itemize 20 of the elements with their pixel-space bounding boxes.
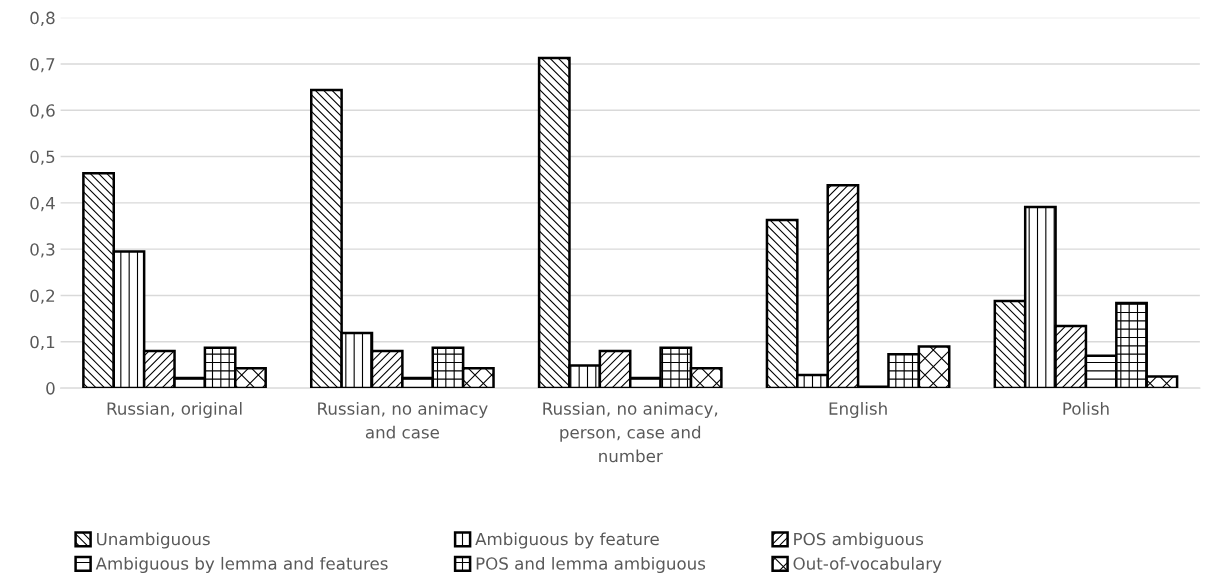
legend-label: POS and lemma ambiguous bbox=[476, 556, 706, 574]
y-tick-label: 0,2 bbox=[30, 289, 55, 304]
x-tick-label: Russian, no animacy, person, case and number bbox=[543, 401, 718, 463]
y-tick-label: 0,5 bbox=[30, 150, 55, 165]
legend-label: Out-of-vocabulary bbox=[793, 556, 942, 574]
y-tick-label: 0,6 bbox=[30, 104, 55, 119]
y-tick-label: 0,7 bbox=[30, 57, 55, 73]
legend-label: Ambiguous by feature bbox=[475, 532, 659, 549]
y-tick-label: 0,1 bbox=[30, 335, 55, 351]
legend-label: POS ambiguous bbox=[794, 532, 924, 549]
y-tick-label: 0,4 bbox=[30, 196, 55, 212]
x-tick-label: Russian, no animacy and case bbox=[318, 401, 488, 439]
legend-label: Ambiguous by lemma and features bbox=[95, 556, 388, 574]
x-tick-label: Russian, original bbox=[107, 401, 242, 419]
y-tick-label: 0,8 bbox=[30, 11, 55, 26]
legend-label: Unambiguous bbox=[97, 532, 210, 549]
y-tick-label: 0,3 bbox=[30, 243, 55, 258]
x-tick-label: English bbox=[829, 401, 887, 419]
y-tick-label: 0 bbox=[46, 382, 55, 395]
x-tick-label: Polish bbox=[1063, 401, 1109, 415]
